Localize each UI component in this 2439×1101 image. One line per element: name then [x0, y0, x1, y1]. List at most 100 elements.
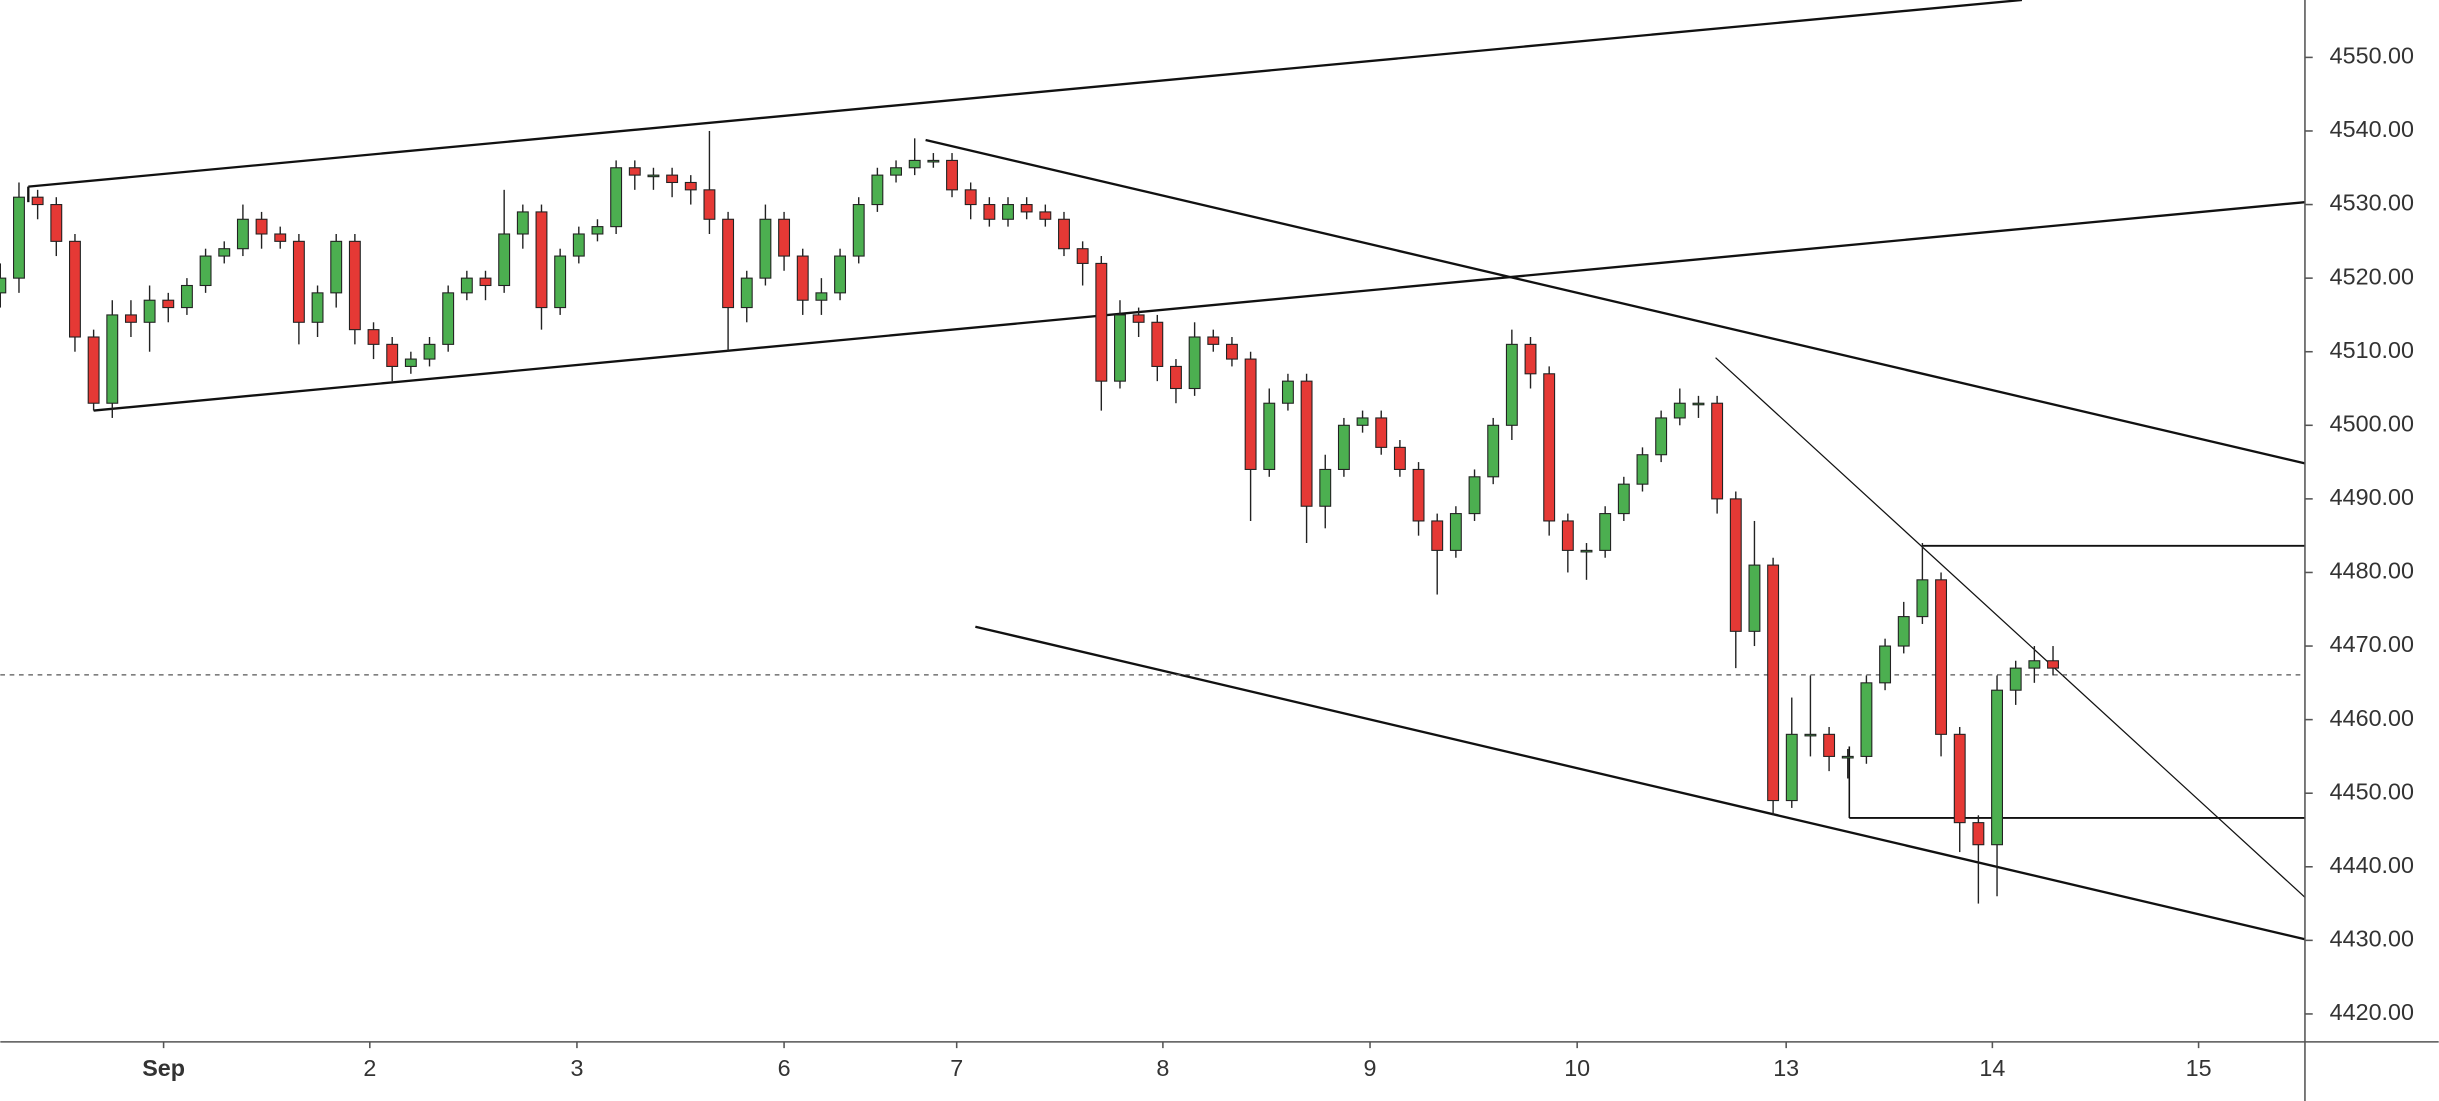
candle-body	[1729, 498, 1742, 632]
candle-body	[1972, 822, 1985, 846]
candle-body	[946, 159, 958, 191]
candle-body	[1505, 343, 1518, 426]
candle-body	[1002, 204, 1014, 220]
candle-body	[1748, 564, 1761, 632]
candle-body	[908, 159, 921, 169]
candle-body	[1468, 476, 1481, 515]
candle-body	[1319, 468, 1332, 507]
candle-body	[1114, 314, 1126, 382]
y-tick-label: 4440.00	[2330, 852, 2414, 878]
y-tick-label: 4460.00	[2330, 705, 2414, 731]
candle-body	[236, 218, 249, 250]
candle-body	[199, 255, 212, 287]
candle-body	[1860, 682, 1873, 757]
candle-body	[1449, 513, 1462, 551]
candle-body	[498, 233, 511, 287]
candle-body	[703, 189, 716, 220]
candle-body	[2028, 660, 2041, 669]
candle-body	[13, 196, 25, 279]
candle-body	[2009, 667, 2022, 691]
candle-body	[1841, 755, 1854, 759]
candle-body	[759, 218, 772, 279]
candle-body	[404, 358, 417, 367]
candle-body	[274, 233, 287, 242]
candle-body	[348, 240, 361, 331]
candle-body	[927, 159, 940, 163]
x-tick-label: 2	[363, 1055, 376, 1081]
candle-body	[1300, 380, 1313, 507]
candle-body	[423, 343, 436, 360]
y-tick-label: 4520.00	[2330, 263, 2414, 289]
y-tick-label: 4550.00	[2330, 43, 2414, 69]
candle-body	[1170, 365, 1182, 390]
candle-body	[1076, 248, 1089, 264]
candle-body	[1151, 321, 1164, 367]
y-tick-label: 4470.00	[2330, 631, 2414, 657]
candle-body	[311, 292, 324, 323]
candle-body	[1673, 402, 1686, 419]
candle-body	[852, 204, 865, 257]
candle-body	[1655, 417, 1668, 456]
candle-body	[255, 218, 268, 235]
candle-body	[1225, 343, 1238, 360]
y-tick-label: 4510.00	[2330, 337, 2414, 363]
candle-body	[964, 189, 977, 206]
candle-body	[2047, 660, 2059, 669]
candle-body	[1188, 336, 1201, 390]
candle-body	[778, 218, 791, 257]
candle-body	[1543, 373, 1556, 522]
candle-body	[1020, 204, 1033, 213]
candle-body	[442, 292, 455, 345]
candle-body	[1095, 262, 1108, 382]
trend-line	[28, 0, 2023, 188]
candle-body	[1132, 314, 1145, 323]
candle-body	[722, 218, 735, 309]
candle-body	[1897, 616, 1910, 647]
x-tick-label: 8	[1156, 1055, 1169, 1081]
candle-body	[31, 196, 44, 206]
candle-body	[1375, 417, 1388, 448]
y-tick-label: 4500.00	[2330, 410, 2414, 436]
candle-body	[983, 204, 996, 220]
trend-line	[975, 625, 2306, 941]
drawings	[0, 0, 2306, 941]
y-tick-label: 4490.00	[2330, 484, 2414, 510]
candle-body	[1058, 218, 1070, 250]
candle-body	[610, 167, 623, 228]
candle-body	[1879, 645, 1892, 684]
candle-body	[460, 277, 473, 294]
candle-body	[1393, 446, 1406, 470]
candle-body	[1487, 424, 1500, 478]
candle-body	[1337, 424, 1350, 470]
x-tick-label: 13	[1773, 1055, 1799, 1081]
candle-body	[1617, 483, 1630, 515]
candle-body	[1561, 520, 1574, 551]
candle-body	[143, 299, 156, 323]
trend-line	[925, 138, 2306, 465]
candle-body	[890, 167, 902, 176]
candle-body	[1935, 579, 1948, 735]
candle-body	[1767, 564, 1780, 802]
candle-body	[180, 284, 193, 309]
x-tick-label: Sep	[142, 1055, 185, 1081]
candle-body	[124, 314, 137, 323]
candles	[0, 130, 2059, 904]
candle-body	[162, 299, 175, 309]
candle-body	[796, 255, 809, 301]
candle-body	[218, 248, 231, 257]
candle-body	[1953, 733, 1966, 824]
candle-body	[1244, 358, 1257, 470]
x-tick-label: 14	[1979, 1055, 2005, 1081]
candle-body	[628, 167, 641, 176]
candle-body	[1207, 336, 1220, 345]
x-tick-label: 10	[1564, 1055, 1590, 1081]
candle-body	[1281, 380, 1294, 404]
candle-body	[871, 174, 884, 206]
candle-body	[330, 240, 343, 294]
candle-body	[516, 211, 529, 235]
y-tick-label: 4530.00	[2330, 190, 2414, 216]
candle-body	[1524, 343, 1537, 375]
candle-body	[647, 174, 660, 178]
candle-body	[535, 211, 548, 309]
candle-body	[834, 255, 847, 294]
